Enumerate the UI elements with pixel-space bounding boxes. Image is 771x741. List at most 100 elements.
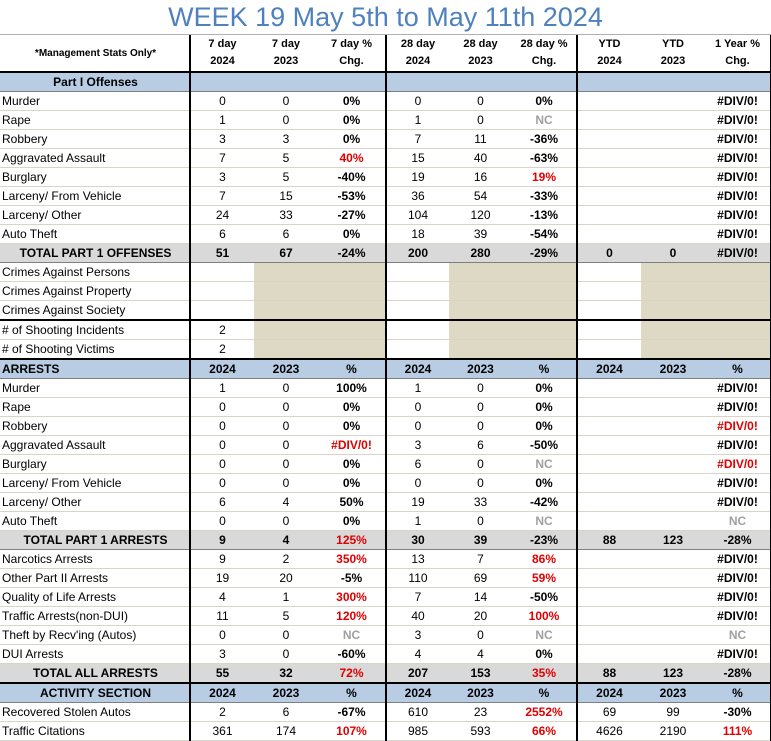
value-cell: 104 [385,205,449,225]
value-cell: 1 [254,587,318,607]
value-cell: #DIV/0! [705,435,771,455]
value-cell: 0 [254,378,318,398]
section-head-cell [512,71,577,92]
value-cell: 0 [449,625,512,645]
value-cell [576,91,641,111]
section-arrests: ARRESTS 2024 2023% 2024 2023% 2024 2023% [0,358,771,379]
value-cell: 2 [254,549,318,569]
value-cell [385,300,449,321]
value-cell: 15 [385,148,449,168]
value-cell: -23% [512,530,577,550]
column-header-line2: 2023 [660,55,686,67]
value-cell: 0 [449,511,512,531]
value-cell [512,281,577,301]
row-label: DUI Arrests [0,644,190,664]
row-label: Other Part II Arrests [0,568,190,588]
value-cell [254,319,318,340]
value-cell: 3 [189,167,254,187]
row-label: Auto Theft [0,224,190,244]
table-row: Aggravated Assault 7 5 40% 15 40 -63% #DIV/0! [0,148,771,168]
value-cell [705,262,771,282]
section-label: ARRESTS [0,358,190,379]
value-cell [189,262,254,282]
section-head-cell: 2023 [449,358,512,379]
value-cell: 3 [189,129,254,149]
column-header: 28 day 2023 [449,35,512,73]
section-head-cell [189,71,254,92]
value-cell: #DIV/0! [705,167,771,187]
value-cell: 1 [385,378,449,398]
row-label: Burglary [0,454,190,474]
value-cell: 5 [254,606,318,626]
value-cell: 0 [254,91,318,111]
section-label: Part I Offenses [0,71,190,92]
stats-table: *Management Stats Only* 7 day 2024 7 day 202… [0,35,771,741]
value-cell: #DIV/0! [705,549,771,569]
row-label: TOTAL ALL ARRESTS [0,663,190,684]
total-row: TOTAL PART 1 OFFENSES 51 67 -24% 200 280 -29% 0… [0,243,771,263]
value-cell [641,511,705,531]
value-cell: 0 [254,435,318,455]
value-cell: #DIV/0! [705,416,771,436]
value-cell: 0 [254,454,318,474]
value-cell: 39 [449,224,512,244]
value-cell [641,644,705,664]
value-cell [576,205,641,225]
value-cell [641,110,705,130]
value-cell: 7 [385,587,449,607]
value-cell: 6 [385,454,449,474]
table-row: Robbery 0 0 0% 0 0 0% #DIV/0! [0,416,771,436]
value-cell [512,300,577,321]
value-cell: 0 [189,416,254,436]
value-cell: 2 [189,319,254,340]
value-cell: 123 [641,663,705,684]
section-head-cell: 2023 [254,358,318,379]
row-label: Robbery [0,129,190,149]
value-cell: NC [512,110,577,130]
value-cell [641,129,705,149]
value-cell: 0 [254,110,318,130]
section-head-cell: % [705,682,771,703]
column-header: 7 day 2023 [254,35,318,73]
value-cell [318,300,386,321]
table-row: Quality of Life Arrests 4 1 300% 7 14 -50% #DIV… [0,587,771,607]
row-label: TOTAL PART 1 ARRESTS [0,530,190,550]
column-header: 7 day % Chg. [318,35,386,73]
value-cell: 111% [705,721,771,741]
value-cell: -42% [512,492,577,512]
row-label: Murder [0,91,190,111]
section-head-cell [385,71,449,92]
row-label: Aggravated Assault [0,148,190,168]
value-cell: NC [318,625,386,645]
value-cell: 0 [189,397,254,417]
row-label: Narcotics Arrests [0,549,190,569]
value-cell [641,492,705,512]
value-cell: 3 [385,625,449,645]
value-cell: 20 [254,568,318,588]
column-header-row: *Management Stats Only* 7 day 2024 7 day 202… [0,35,771,73]
value-cell: 3 [385,435,449,455]
management-note: *Management Stats Only* [0,35,190,73]
value-cell: 5 [254,148,318,168]
value-cell: 86% [512,549,577,569]
value-cell: #DIV/0! [705,243,771,263]
value-cell: 2190 [641,721,705,741]
section-head-cell: 2023 [641,358,705,379]
value-cell: 0 [449,416,512,436]
value-cell: -36% [512,129,577,149]
value-cell [576,511,641,531]
value-cell: 300% [318,587,386,607]
value-cell: 3 [189,644,254,664]
value-cell: 0 [385,473,449,493]
value-cell: 19 [385,167,449,187]
table-row: Auto Theft 6 6 0% 18 39 -54% #DIV/0! [0,224,771,244]
value-cell [385,319,449,340]
value-cell [449,300,512,321]
value-cell [641,339,705,360]
value-cell: 0% [318,416,386,436]
value-cell: NC [705,625,771,645]
section-head-cell: % [512,682,577,703]
value-cell: 0 [189,454,254,474]
value-cell: 2552% [512,702,577,722]
table-row: Crimes Against Property [0,281,771,301]
